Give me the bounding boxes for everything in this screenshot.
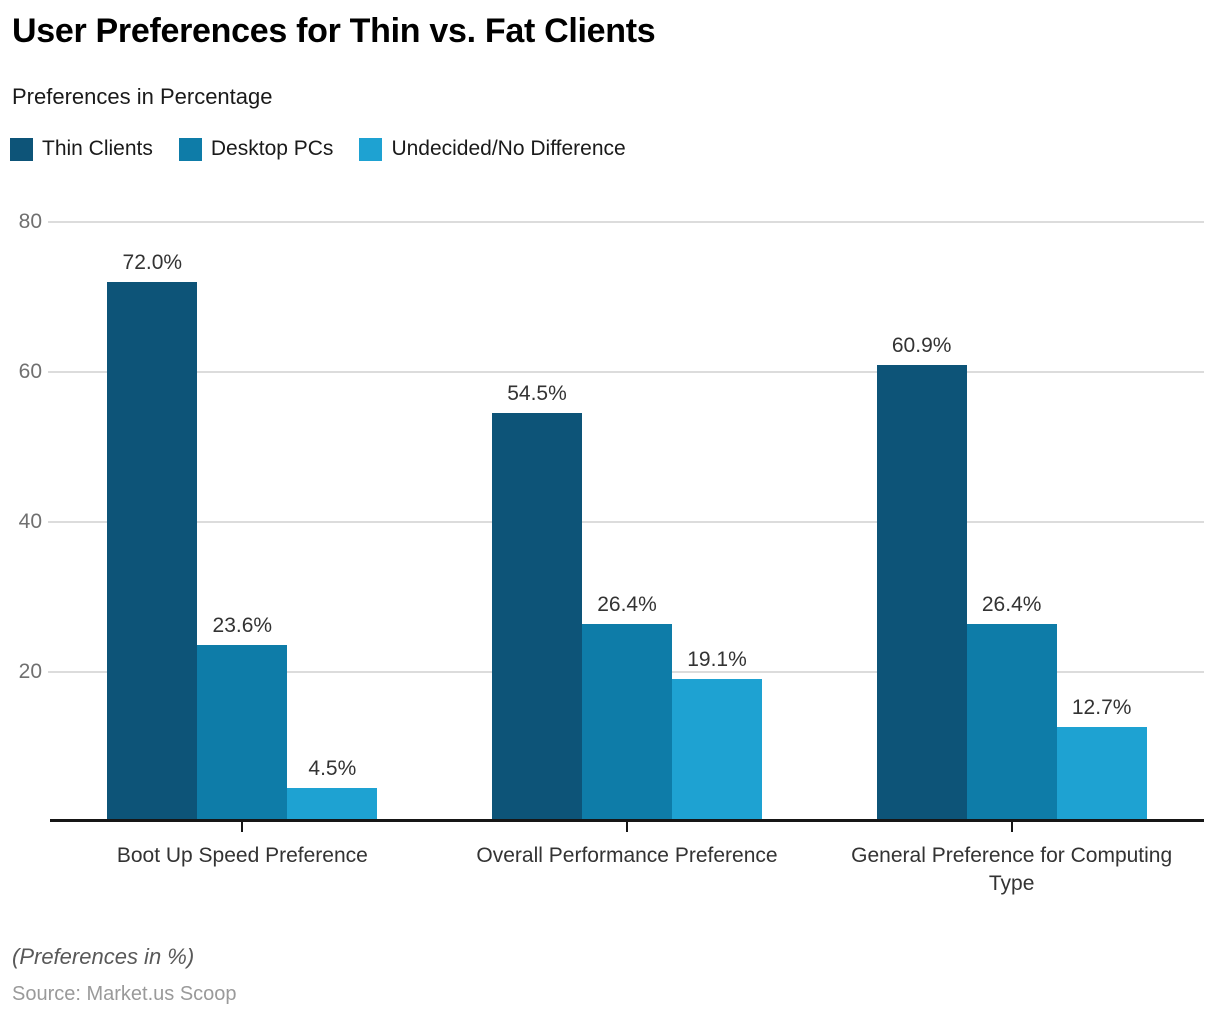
x-axis-tick-1	[626, 822, 628, 832]
x-category-label-0: Boot Up Speed Preference	[116, 844, 368, 867]
y-tick-label-60: 60	[18, 360, 42, 383]
bar-value-label: 12.7%	[1071, 695, 1132, 719]
bar-desktop-pcs: 26.4%	[582, 593, 672, 822]
legend-swatch-icon	[10, 137, 33, 161]
bar-value-label: 26.4%	[597, 593, 657, 616]
bar-value-label: 60.9%	[891, 334, 952, 358]
bar-thin-clients: 54.5%	[492, 382, 582, 822]
legend-item-1: Desktop PCs	[178, 137, 334, 161]
legend-item-label: Thin Clients	[42, 137, 153, 160]
legend-swatch-icon	[178, 137, 202, 161]
bar-thin-clients: 72.0%	[107, 251, 198, 822]
bar-undecided-no-difference: 4.5%	[287, 757, 378, 822]
bar-thin-clients: 60.9%	[876, 334, 967, 822]
legend-item-2: Undecided/No Difference	[359, 137, 626, 161]
bar-value-label: 54.5%	[507, 382, 567, 406]
legend-item-0: Thin Clients	[10, 137, 153, 161]
bar-undecided-no-difference: 19.1%	[672, 648, 762, 822]
bar-desktop-pcs: 23.6%	[197, 614, 288, 822]
y-tick-label-40: 40	[18, 510, 42, 533]
bar-value-label: 23.6%	[212, 614, 273, 637]
chart-title: User Preferences for Thin vs. Fat Client…	[12, 12, 656, 50]
chart-subtitle: Preferences in Percentage	[12, 84, 273, 109]
plot-area: 72.0% 23.6% 4.5% 54.5% 26.4% 19.1% 60.9% 26.4% 1…	[48, 205, 1204, 822]
bar-desktop-pcs: 26.4%	[966, 593, 1057, 822]
chart-source: Source: Market.us Scoop	[12, 983, 237, 1005]
x-axis-tick-2	[1010, 822, 1013, 832]
bar-undecided-no-difference: 12.7%	[1056, 696, 1147, 822]
legend-swatch-icon	[359, 137, 383, 161]
gridline-40	[48, 521, 1204, 523]
gridline-80	[48, 221, 1204, 223]
legend: Thin Clients Desktop PCs Undecided/No Diff…	[10, 137, 626, 161]
x-category-label-2: General Preference for Computing Type	[851, 844, 1173, 896]
y-tick-label-80: 80	[18, 210, 42, 233]
y-tick-label-20: 20	[18, 660, 42, 683]
bar-group-2: 60.9% 26.4% 12.7%	[876, 334, 1147, 822]
legend-item-label: Undecided/No Difference	[391, 137, 626, 160]
bar-value-label: 4.5%	[308, 757, 357, 781]
chart-note: (Preferences in %)	[12, 944, 195, 969]
bar-value-label: 19.1%	[687, 647, 747, 671]
bar-group-0: 72.0% 23.6% 4.5%	[107, 251, 378, 822]
bar-chart: 72.0% 23.6% 4.5% 54.5% 26.4% 19.1% 60.9% 26.4% 1…	[0, 205, 1220, 920]
bar-group-1: 54.5% 26.4% 19.1%	[492, 382, 762, 822]
x-axis-line	[50, 819, 1204, 822]
bar-value-label: 72.0%	[122, 251, 183, 274]
legend-item-label: Desktop PCs	[210, 137, 334, 160]
gridline-60	[48, 371, 1204, 373]
bar-value-label: 26.4%	[981, 593, 1042, 616]
x-axis-tick-0	[241, 822, 244, 832]
x-category-label-1: Overall Performance Preference	[476, 844, 778, 867]
